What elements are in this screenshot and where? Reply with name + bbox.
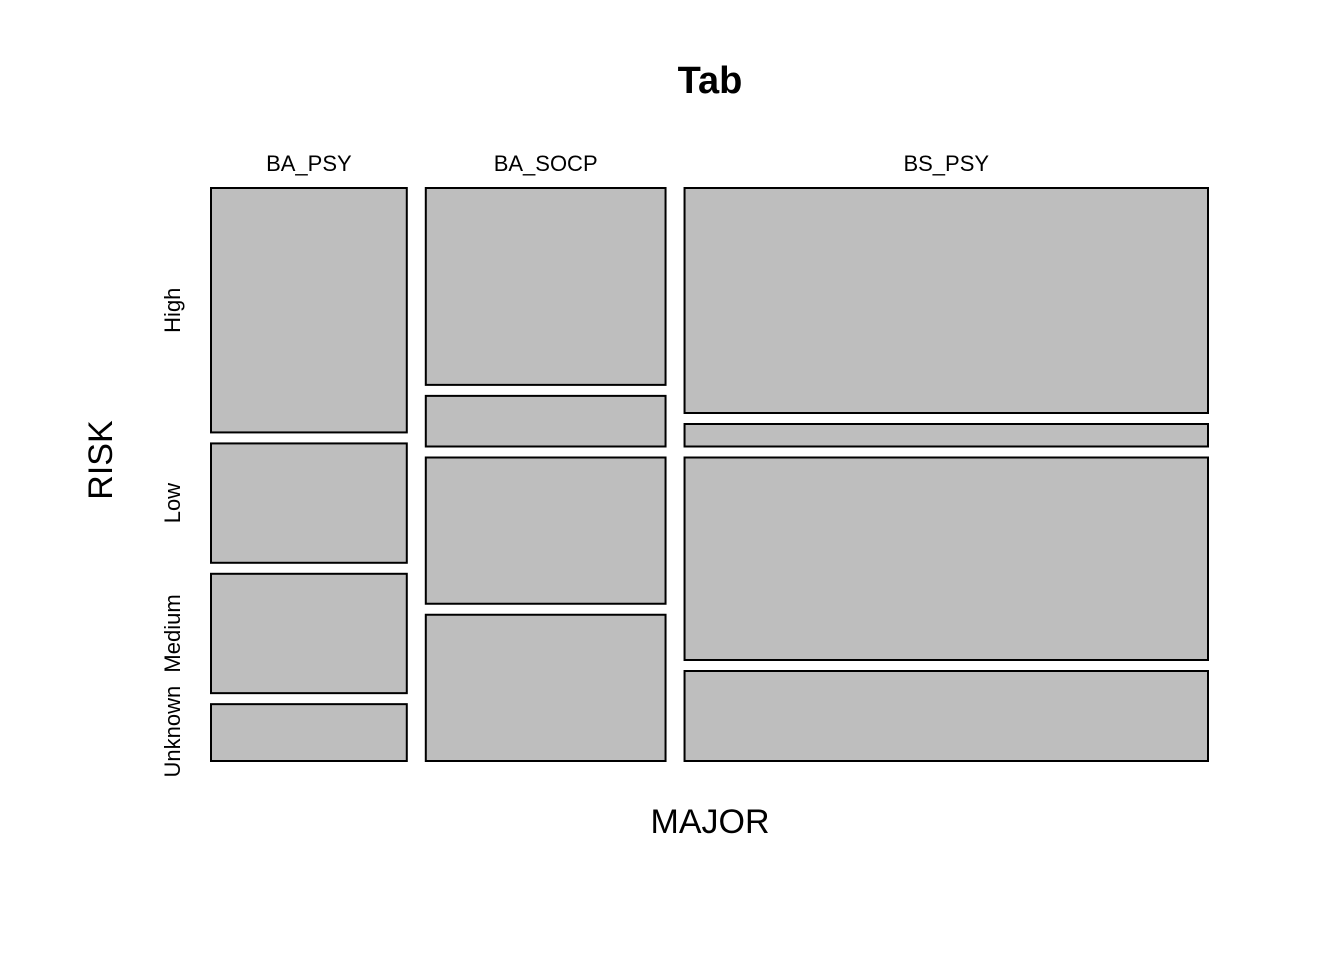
- mosaic-tile-ba-psy-medium: [210, 572, 408, 695]
- mosaic-tile-ba-socp-medium: [424, 456, 667, 605]
- mosaic-tile-ba-socp-high: [424, 187, 667, 386]
- mosaic-tile-bs-psy-high: [683, 187, 1209, 414]
- chart-title: Tab: [678, 60, 743, 102]
- row-label-low: Low: [160, 483, 185, 523]
- mosaic-tile-bs-psy-medium: [683, 456, 1209, 661]
- column-labels: BA_PSY BA_SOCP BS_PSY: [266, 151, 989, 176]
- mosaic-tile-bs-psy-low: [683, 423, 1209, 448]
- mosaic-tile-bs-psy-unknown: [683, 670, 1209, 762]
- column-label-bs-psy: BS_PSY: [903, 151, 989, 176]
- row-labels: High Low Medium Unknown: [160, 288, 185, 778]
- column-label-ba-socp: BA_SOCP: [494, 151, 598, 176]
- x-axis-label: MAJOR: [651, 803, 770, 841]
- column-label-ba-psy: BA_PSY: [266, 151, 352, 176]
- mosaic-tile-ba-psy-low: [210, 442, 408, 564]
- row-label-medium: Medium: [160, 594, 185, 672]
- mosaic-tile-ba-socp-unknown: [424, 613, 667, 762]
- mosaic-tile-ba-socp-low: [424, 394, 667, 448]
- mosaic-tile-ba-psy-unknown: [210, 703, 408, 763]
- mosaic-tile-ba-psy-high: [210, 187, 408, 434]
- y-axis-label: RISK: [82, 420, 120, 500]
- row-label-high: High: [160, 288, 185, 333]
- mosaic-tiles: [210, 187, 1209, 763]
- row-label-unknown: Unknown: [160, 686, 185, 778]
